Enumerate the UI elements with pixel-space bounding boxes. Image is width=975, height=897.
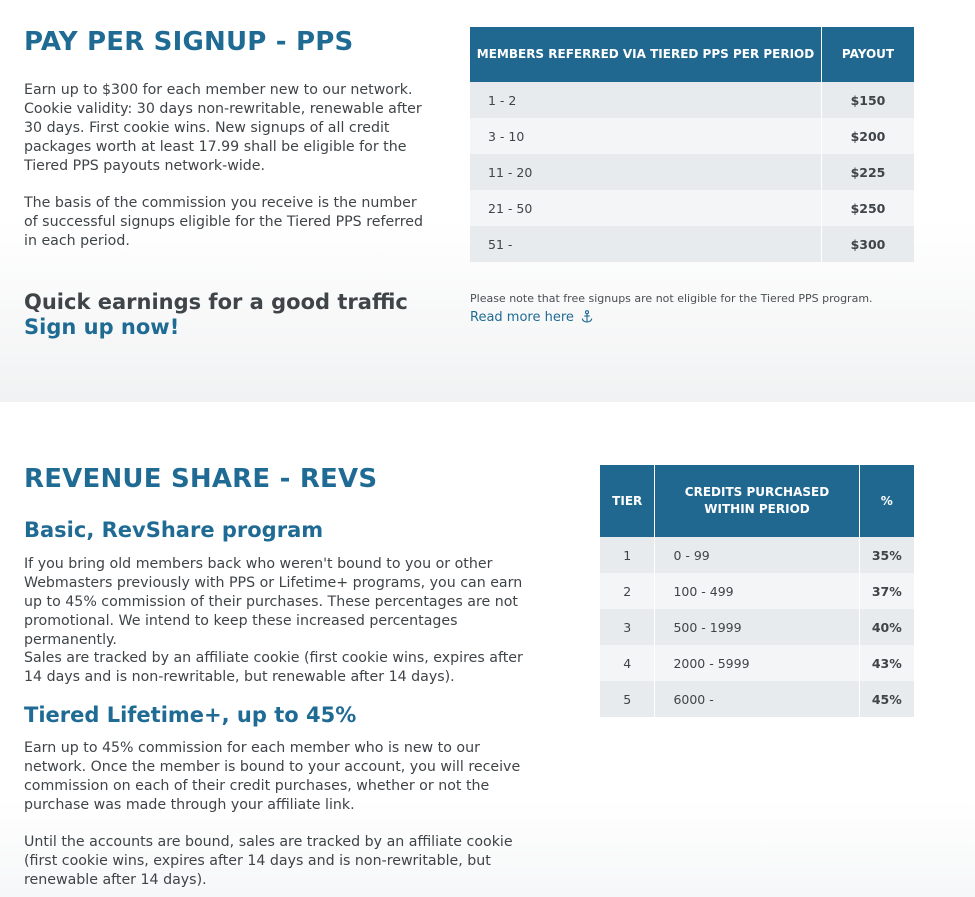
column-header-percent: % [859, 465, 914, 537]
table-row: 1 0 - 99 35% [600, 537, 914, 573]
column-header-credits: CREDITS PURCHASED WITHIN PERIOD [654, 465, 860, 537]
table-row: 5 6000 - 45% [600, 681, 914, 717]
table-row: 21 - 50 $250 [470, 190, 914, 226]
pps-commission-basis: The basis of the commission you receive … [24, 195, 424, 249]
revs-section: REVENUE SHARE - REVS Basic, RevShare pro… [0, 402, 975, 897]
revs-tier-table: TIER CREDITS PURCHASED WITHIN PERIOD % 1… [600, 465, 914, 717]
column-header-tier: TIER [600, 465, 656, 537]
anchor-icon [581, 310, 593, 327]
signup-link[interactable]: Sign up now! [24, 315, 180, 339]
credits-range-cell: 100 - 499 [654, 573, 860, 609]
basic-revshare-heading: Basic, RevShare program [24, 518, 324, 542]
table-header-row: MEMBERS REFERRED VIA TIERED PPS PER PERI… [470, 27, 914, 82]
credits-range-cell: 0 - 99 [654, 537, 860, 573]
table-row: 3 - 10 $200 [470, 118, 914, 154]
percent-cell: 40% [859, 609, 914, 645]
table-row: 11 - 20 $225 [470, 154, 914, 190]
credits-range-cell: 500 - 1999 [654, 609, 860, 645]
table-row: 3 500 - 1999 40% [600, 609, 914, 645]
credits-range-cell: 6000 - [654, 681, 860, 717]
column-header-members: MEMBERS REFERRED VIA TIERED PPS PER PERI… [470, 27, 822, 82]
tier-cell: 4 [600, 645, 656, 681]
tiered-lifetime-heading: Tiered Lifetime+, up to 45% [24, 703, 357, 727]
payout-cell: $150 [821, 82, 914, 118]
members-range-cell: 21 - 50 [470, 190, 822, 226]
credits-range-cell: 2000 - 5999 [654, 645, 860, 681]
percent-cell: 37% [859, 573, 914, 609]
read-more-link[interactable]: Read more here [470, 310, 593, 327]
table-header-row: TIER CREDITS PURCHASED WITHIN PERIOD % [600, 465, 914, 537]
pps-section: PAY PER SIGNUP - PPS Earn up to $300 for… [0, 0, 975, 402]
members-range-cell: 3 - 10 [470, 118, 822, 154]
tier-cell: 5 [600, 681, 656, 717]
payout-cell: $250 [821, 190, 914, 226]
pps-payout-table: MEMBERS REFERRED VIA TIERED PPS PER PERI… [470, 27, 914, 262]
tier-cell: 1 [600, 537, 656, 573]
payout-cell: $225 [821, 154, 914, 190]
column-header-payout: PAYOUT [821, 27, 914, 82]
members-range-cell: 1 - 2 [470, 82, 822, 118]
members-range-cell: 51 - [470, 226, 822, 262]
payout-cell: $300 [821, 226, 914, 262]
tier-cell: 3 [600, 609, 656, 645]
tier-cell: 2 [600, 573, 656, 609]
read-more-label: Read more here [470, 310, 574, 325]
payout-cell: $200 [821, 118, 914, 154]
table-row: 1 - 2 $150 [470, 82, 914, 118]
revs-title: REVENUE SHARE - REVS [24, 464, 378, 494]
percent-cell: 35% [859, 537, 914, 573]
pps-tagline: Quick earnings for a good traffic [24, 290, 408, 314]
tiered-lifetime-description: Earn up to 45% commission for each membe… [24, 740, 521, 813]
table-row: 4 2000 - 5999 43% [600, 645, 914, 681]
basic-revshare-cookie-info: Sales are tracked by an affiliate cookie… [24, 650, 523, 685]
pps-title: PAY PER SIGNUP - PPS [24, 27, 354, 57]
basic-revshare-description: If you bring old members back who weren'… [24, 556, 523, 648]
percent-cell: 45% [859, 681, 914, 717]
free-signup-note: Please note that free signups are not el… [470, 292, 873, 305]
pps-description: Earn up to $300 for each member new to o… [24, 82, 422, 174]
tiered-lifetime-cookie-info: Until the accounts are bound, sales are … [24, 834, 513, 888]
percent-cell: 43% [859, 645, 914, 681]
members-range-cell: 11 - 20 [470, 154, 822, 190]
table-row: 51 - $300 [470, 226, 914, 262]
table-row: 2 100 - 499 37% [600, 573, 914, 609]
